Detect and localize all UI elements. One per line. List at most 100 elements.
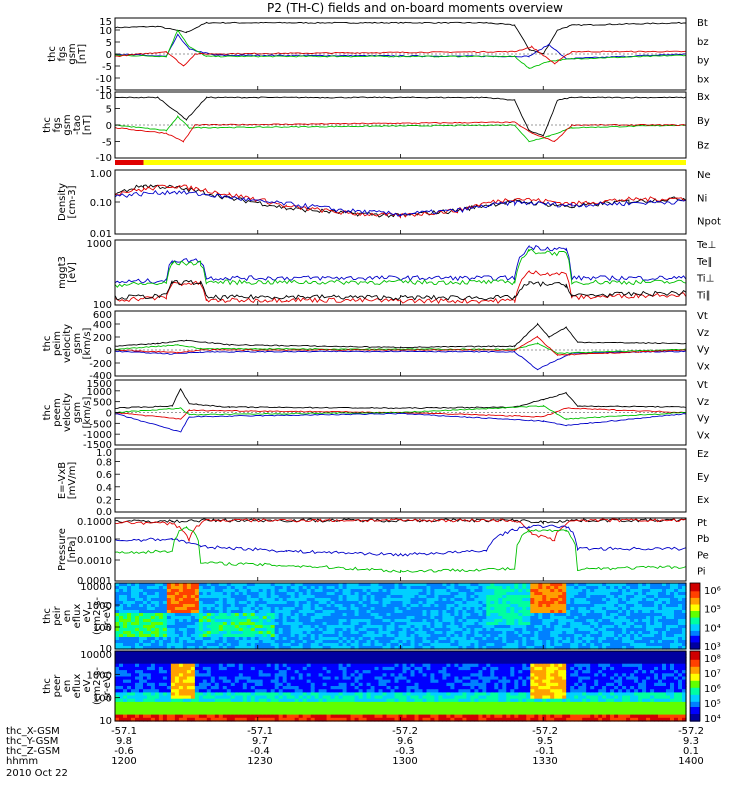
panel-10-ylabel: thc	[42, 678, 53, 694]
series-line-red	[114, 518, 687, 542]
panel-10-ylabel: eflux	[72, 674, 83, 699]
panel-3: Density [cm-3] 1.00 0.10 0.01 Ne Ni Npot	[57, 169, 721, 240]
panel-6-ylabel: peem	[52, 398, 63, 426]
series-line-green	[114, 404, 687, 421]
legend-entry: Vx	[697, 361, 710, 372]
y-tick-label: 1.0	[96, 448, 112, 459]
y-tick-label: -200	[89, 359, 112, 370]
legend-entry: Ti∥	[696, 290, 711, 301]
x-axis-value: -57.1	[111, 726, 137, 737]
state-bar-red	[115, 160, 144, 165]
y-tick-label: 0.01	[90, 229, 112, 240]
colorbar-tick: 10⁴	[704, 623, 721, 634]
panel-10-ylabel: en	[62, 680, 73, 693]
panel-1-ylabel: gsm	[67, 43, 78, 64]
x-axis-row-label: thc_X-GSM	[6, 726, 60, 737]
legend-entry: Ti⊥	[696, 274, 714, 285]
x-axis-value: -57.1	[247, 726, 273, 737]
x-axis-row-label: hhmm	[6, 756, 38, 767]
panel-9-ylabel: en	[62, 610, 73, 623]
panel-2-ylabel: -tao	[72, 115, 83, 135]
panel-4: mggt3 [eV] 1000 100 Te⊥ Te∥ Ti⊥ Ti∥	[57, 239, 716, 311]
x-axis-value: 0.1	[683, 746, 699, 757]
x-axis-value: -57.2	[392, 726, 418, 737]
panel-6-ylabel: gsm	[72, 402, 83, 423]
y-tick-label: -5	[102, 62, 112, 73]
y-tick-label: 10000	[80, 650, 112, 661]
x-axis-value: -57.2	[678, 726, 704, 737]
legend-entry: Vz	[697, 397, 709, 408]
figure-title: P2 (TH-C) fields and on-board moments ov…	[267, 1, 563, 15]
legend-entry: Pe	[697, 550, 709, 561]
y-tick-label: 0.0001	[77, 576, 112, 587]
panel-8-ylabel: Pressure	[57, 528, 68, 571]
y-tick-label: 400	[93, 320, 112, 331]
panel-4-ylabel: mggt3	[57, 256, 68, 289]
legend-entry: Npot	[697, 217, 721, 228]
colorbar-tick: 10⁷	[704, 669, 721, 680]
series-line-black	[114, 21, 687, 55]
y-tick-label: 0.0	[96, 507, 112, 518]
y-tick-label: 10000	[80, 582, 112, 593]
colorbar-tick: 10⁸	[704, 654, 721, 665]
legend-entry: By	[697, 116, 710, 127]
x-axis-value: 1200	[111, 756, 136, 767]
x-axis-value: 1300	[392, 756, 417, 767]
panel-8: Pressure [nPa] 0.1000 0.0100 0.0010 0.0001 Pt P…	[57, 517, 709, 587]
y-tick-label: -15	[96, 85, 112, 96]
y-tick-label: -400	[89, 371, 112, 382]
colorbar-tick: 10⁴	[704, 714, 721, 725]
legend-entry: Te⊥	[696, 240, 716, 251]
panel-1-ylabel: fgs	[57, 46, 68, 61]
y-tick-label: 100	[93, 623, 112, 634]
x-axis-value: 1230	[247, 756, 272, 767]
legend-entry: by	[697, 56, 709, 67]
series-line-green	[114, 342, 687, 355]
panel-frame	[114, 448, 687, 513]
panel-8-ylabel: [nPa]	[67, 536, 78, 562]
y-tick-label: -1000	[83, 430, 112, 441]
legend-entry: Te∥	[696, 257, 713, 268]
panel-7-ylabel: [mV/m]	[67, 462, 78, 500]
panel-9-ylabel: peir	[52, 605, 63, 625]
x-axis-value: 9.8	[116, 736, 132, 747]
panel-10: thc peer en eflux eV (cm2-s-sr-eV) 10⁸ 10⁷ 10⁶ 10…	[42, 650, 721, 727]
series-line-black	[114, 388, 687, 410]
y-tick-label: 1000	[87, 387, 112, 398]
legend-entry: Vy	[697, 345, 710, 356]
colorbar-tick: 10⁵	[704, 699, 721, 710]
panel-9: thc peir en eflux eV (cm2-s-sr-eV) 10⁶ 10⁵ 10⁴ 10…	[42, 582, 721, 655]
colorbar-tick: 10⁶	[704, 586, 721, 597]
panel-5-ylabel: peim	[52, 331, 63, 356]
series-line-red	[114, 121, 687, 143]
panel-frame	[114, 310, 687, 377]
x-axis-value: -0.4	[250, 746, 270, 757]
panel-5-ylabel: gsm	[72, 333, 83, 354]
panel-9-ylabel: eflux	[72, 604, 83, 629]
x-axis-table: thc_X-GSM -57.1 -57.1 -57.2 -57.2 -57.2 thc_Y-…	[6, 726, 704, 767]
panel-10-ylabel: peer	[52, 674, 63, 698]
legend-entry: Ne	[697, 170, 711, 181]
y-tick-label: -10	[96, 153, 112, 164]
colorbar-frame	[689, 582, 701, 650]
y-tick-label: 1000	[87, 601, 112, 612]
panel-7: E=-VxB [mV/m] 1.00.80.6 0.40.20.0 Ez Ey Ex	[57, 448, 709, 518]
x-axis-value: 1400	[678, 756, 703, 767]
x-axis-value: -0.3	[395, 746, 415, 757]
y-tick-label: 1000	[87, 239, 112, 250]
legend-entry: Bz	[697, 140, 709, 151]
panel-5-ylabel: velocity	[62, 324, 73, 363]
series-line-black	[114, 322, 687, 349]
legend-entry: Pi	[697, 567, 706, 578]
panel-9-ylabel: eV	[82, 609, 93, 622]
y-tick-label: 1500	[87, 379, 112, 390]
legend-entry: Bx	[697, 92, 710, 103]
panel-5-ylabel: [km/s]	[82, 327, 93, 359]
y-tick-label: 100	[93, 300, 112, 311]
panel-2-ylabel: thc	[42, 117, 53, 133]
panel-10-ylabel: (cm2-s-	[92, 667, 103, 705]
panel-4-ylabel: [eV]	[67, 262, 78, 283]
